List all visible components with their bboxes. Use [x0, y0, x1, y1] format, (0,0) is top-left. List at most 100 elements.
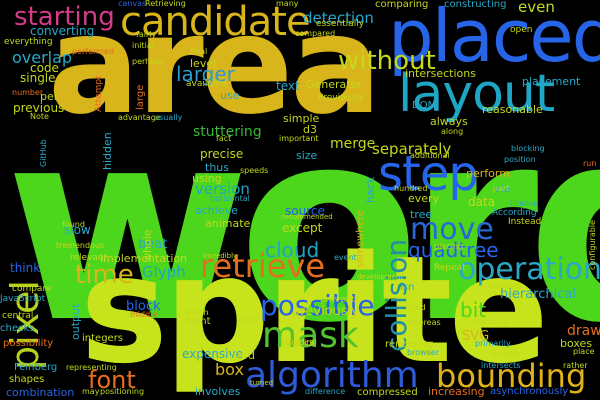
word-advantage: advantage: [118, 113, 161, 122]
word-Works: Works: [281, 336, 315, 349]
word-rendering: rendering: [385, 339, 434, 350]
word-canvas: canvas: [118, 0, 147, 8]
word-turned: turned: [250, 379, 274, 387]
word-precise: precise: [200, 147, 244, 161]
word-operation: operation: [458, 252, 600, 287]
word-via: via: [494, 182, 511, 195]
word-area: area: [48, 0, 382, 145]
word-separately: separately: [372, 140, 452, 158]
word-animate: animate: [205, 217, 251, 230]
word-reasonable: reasonable: [482, 103, 543, 116]
word-tried: tried: [407, 303, 426, 312]
word-rather: rather: [563, 361, 588, 370]
word-tremendous: tremendous: [56, 241, 105, 250]
word-constructing: constructing: [444, 0, 507, 10]
word-event: event: [334, 253, 357, 262]
word-though: though: [491, 349, 520, 358]
word-perhaps: perhaps: [132, 57, 165, 66]
word-source: source: [285, 204, 325, 218]
word-retrieve: retrieve: [200, 247, 326, 285]
word-horizontal: horizontal: [210, 194, 250, 203]
word-Repeat: Repeat: [434, 263, 466, 273]
word-reducing: reducing: [474, 317, 509, 326]
word-placed: placed: [388, 0, 600, 78]
word-expensive: expensive: [182, 347, 243, 361]
word-Generator: Generator: [306, 78, 362, 91]
word-along: along: [441, 127, 464, 136]
word-Instead: Instead: [508, 217, 542, 227]
word-stuttering: stuttering: [193, 124, 262, 140]
word-hidden: hidden: [101, 132, 114, 170]
word-font: font: [88, 366, 136, 394]
word-configurable: configurable: [588, 220, 597, 270]
word-Previously: Previously: [318, 93, 364, 103]
word-previous: previous: [13, 101, 65, 115]
word-implementation: implementation: [100, 252, 188, 265]
word-cloud: cloud: [265, 238, 320, 262]
word-essentially: essentially: [316, 19, 365, 29]
word-bit: bit: [460, 298, 487, 322]
word-comparing: comparing: [375, 0, 429, 10]
word-hierarchical: hierarchical: [500, 287, 576, 302]
word-sprite: sprite: [80, 224, 549, 396]
word-open: open: [510, 25, 533, 35]
word-recommended: recommended: [282, 213, 333, 221]
word-part: part: [493, 184, 510, 193]
word-slow: slow: [64, 223, 91, 237]
word-may: may: [82, 387, 100, 396]
word-representing: representing: [66, 363, 117, 372]
word-somewhere: somewhere: [355, 210, 366, 268]
word-fact: fact: [216, 134, 232, 143]
word-placement: placement: [522, 75, 581, 88]
word-except: except: [282, 221, 323, 235]
word-SVG: SVG: [462, 329, 490, 344]
word-asynchronously: asynchronously: [490, 386, 569, 397]
word-point: point: [185, 316, 211, 327]
word-per: per: [40, 90, 59, 103]
word-previously: previously: [292, 304, 359, 319]
word-everything: everything: [4, 37, 53, 47]
word-quadtree: quadtree: [408, 238, 499, 262]
word-level: level: [190, 57, 217, 70]
word-blocking: blocking: [511, 144, 545, 153]
word-simple: simple: [283, 112, 320, 125]
word-intersections: intersections: [405, 67, 476, 80]
word-box: box: [215, 360, 244, 379]
word-compressed: compressed: [357, 387, 418, 398]
word-integers: integers: [82, 333, 124, 344]
word-step: step: [378, 146, 479, 202]
word-compare: compare: [12, 284, 52, 294]
word-place: place: [573, 347, 595, 356]
word-whole: whole: [141, 229, 154, 262]
word-number: number: [12, 88, 44, 97]
word-combination: combination: [6, 386, 75, 399]
word-perform: perform: [466, 167, 510, 180]
word-shapes: shapes: [9, 374, 45, 385]
word-incredibly: incredibly: [203, 252, 238, 260]
word-According: According: [492, 208, 537, 218]
word-starting: starting: [14, 2, 115, 32]
word-detection: detection: [303, 9, 374, 27]
word-tree: tree: [410, 208, 433, 221]
word-version: version: [195, 180, 250, 198]
word-initial: initial: [132, 41, 154, 50]
word-primarily: primarily: [475, 339, 511, 348]
word-compared: compared: [295, 29, 336, 38]
word-algorithm: algorithm: [245, 355, 419, 396]
word-time: time: [75, 260, 134, 290]
word-fairly: fairly: [136, 30, 157, 39]
word-move: move: [410, 212, 494, 247]
word-isn: isn: [400, 282, 415, 293]
word-Attempt: Attempt: [94, 75, 104, 112]
word-checks: checks: [0, 323, 35, 334]
word-intersects: intersects: [481, 361, 521, 370]
word-run: run: [583, 159, 597, 168]
word-spiral: spiral: [295, 338, 317, 347]
word-positioning: positioning: [100, 387, 145, 396]
word-DOM: DOM: [412, 100, 437, 111]
word-JavaScript: JavaScript: [0, 294, 46, 304]
word-Retrieving: Retrieving: [145, 0, 186, 8]
word-single: single: [20, 71, 56, 85]
word-relevant: relevant: [70, 253, 108, 263]
